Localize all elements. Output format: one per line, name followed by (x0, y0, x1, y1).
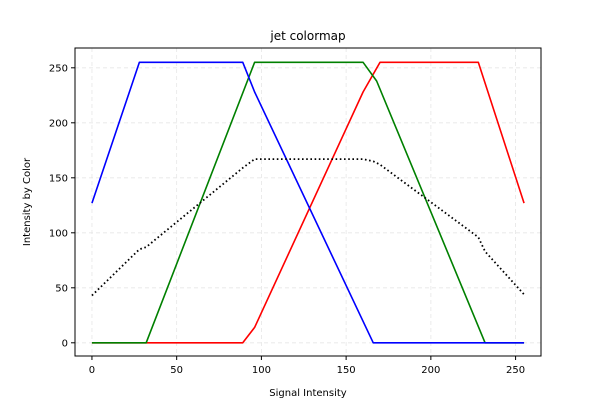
y-axis-title: Intensity by Color (22, 157, 33, 246)
y-tick-label-1: 50 (55, 283, 68, 294)
series-line-3 (91, 158, 525, 297)
y-tick-label-2: 100 (49, 228, 68, 239)
y-axis-ticks: 0 50 100 150 200 250 (49, 63, 75, 349)
series-line-2 (91, 61, 525, 344)
x-tick-label-3: 150 (337, 365, 356, 376)
y-tick-label-4: 200 (49, 118, 68, 129)
plot-frame (74, 47, 542, 357)
y-tick-label-5: 250 (49, 63, 68, 74)
plot-area (75, 48, 541, 356)
series-layer (91, 61, 525, 344)
x-axis-ticks: 0 50 100 150 200 250 (89, 356, 525, 376)
x-tick-label-4: 200 (421, 365, 440, 376)
y-tick-label-3: 150 (49, 173, 68, 184)
x-tick-label-5: 250 (506, 365, 525, 376)
series-line-0 (91, 61, 525, 344)
x-tick-label-2: 100 (252, 365, 271, 376)
chart-title: jet colormap (269, 29, 345, 43)
y-tick-label-0: 0 (62, 338, 68, 349)
x-axis-title: Signal Intensity (269, 388, 347, 399)
x-tick-label-0: 0 (89, 365, 95, 376)
x-tick-label-1: 50 (170, 365, 183, 376)
